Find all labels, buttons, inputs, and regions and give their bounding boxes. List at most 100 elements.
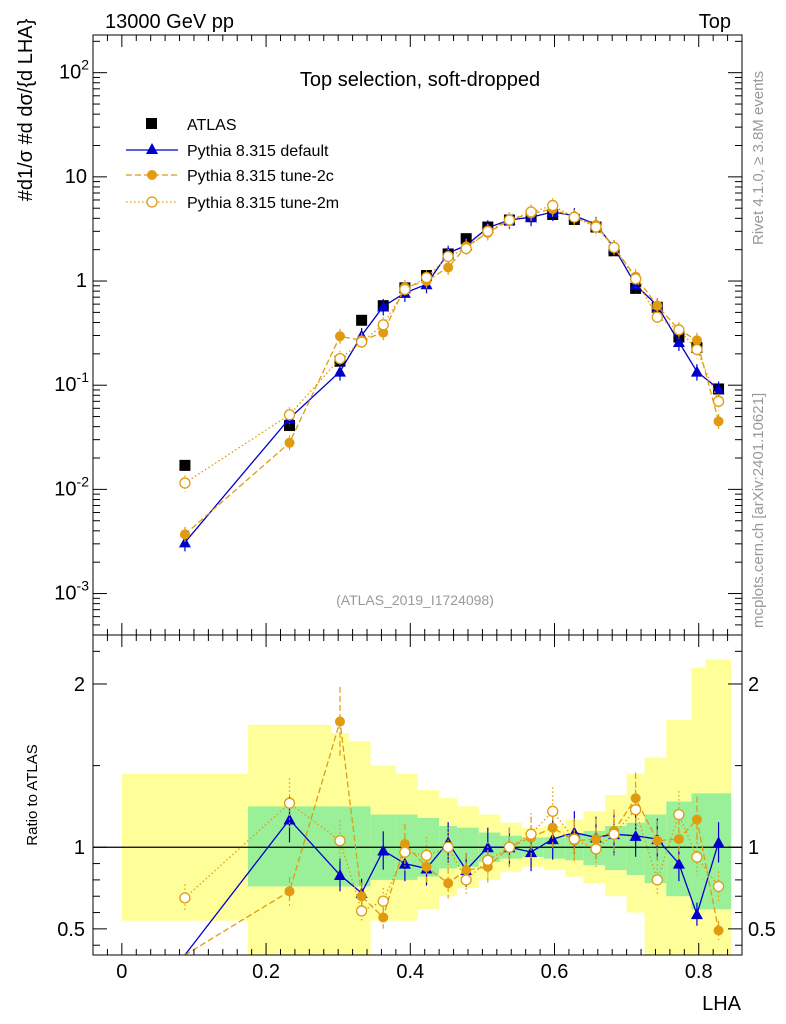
main-tune2c-point (179, 529, 190, 540)
main-tune2m-point (568, 211, 580, 223)
ratio-y-tick-label: 1 (74, 837, 85, 859)
x-axis-label: LHA (702, 993, 742, 1015)
ratio-tune2m-point (283, 797, 296, 809)
main-tune2m-point (691, 343, 703, 356)
main-y-tick-label: 10-2 (54, 473, 89, 500)
ratio-y-tick-label: 0.5 (57, 919, 85, 941)
ratio-y-tick-label-right: 0.5 (748, 919, 776, 941)
analysis-label: (ATLAS_2019_I1724098) (336, 592, 494, 608)
main-tune2m-point (377, 319, 389, 331)
main-default-point (377, 300, 390, 312)
mcplots-label: mcplots.cern.ch [arXiv:2401.10621] (750, 393, 767, 628)
ratio-tune2m-point (399, 846, 411, 858)
x-tick-label: 0.6 (541, 961, 569, 983)
main-tune2m-point (608, 241, 620, 254)
main-tune2m-point (179, 477, 191, 489)
ratio-tune2m-point (673, 808, 685, 821)
ratio-tune2m-point (629, 804, 642, 816)
legend: ATLAS Pythia 8.315 default Pythia 8.315 … (126, 117, 339, 212)
ratio-tune2m-point (334, 835, 346, 847)
ratio-tune2c-point (443, 878, 454, 889)
ratio-tune2m-point (355, 905, 368, 917)
legend-atlas-label: ATLAS (187, 117, 237, 134)
ratio-tune2c-point (691, 814, 702, 825)
main-tune2m-point (420, 271, 433, 284)
ratio-tune2m-point (420, 849, 433, 862)
main-plot-area (178, 198, 725, 552)
ratio-y-axis-label: Ratio to ATLAS (24, 744, 41, 845)
ratio-tune2c-point (284, 886, 295, 897)
ratio-tune2m-point (179, 892, 191, 904)
ratio-tune2c-point (652, 835, 663, 846)
ratio-tune2m-point (568, 833, 580, 845)
main-default-point (712, 382, 725, 394)
main-tune2c-point (652, 300, 663, 311)
x-tick-label: 0 (116, 961, 127, 983)
ratio-default-point (690, 908, 703, 920)
x-tick-label: 0.2 (252, 961, 280, 983)
main-tune2c-point (284, 437, 295, 448)
main-y-tick-label: 10 (65, 166, 87, 188)
main-plot-title: Top selection, soft-dropped (300, 69, 540, 91)
main-tune2m-point (334, 352, 346, 365)
ratio-tune2c-point (334, 716, 345, 727)
ratio-default-point (672, 857, 685, 869)
ratio-y-tick-label-right: 2 (748, 674, 759, 696)
main-default-line (184, 211, 720, 543)
ratio-tune2m-point (460, 874, 472, 886)
ratio-tune2m-point (608, 828, 620, 840)
main-default-point (672, 335, 685, 347)
ratio-tune2c-point (378, 912, 389, 923)
ratio-tune2m-point (712, 880, 725, 893)
main-tune2m-point (442, 250, 454, 263)
ratio-tune2m-point (590, 843, 602, 855)
main-default-point (690, 365, 703, 377)
main-y-axis-label: #d1/σ #d dσ/{d LHA} (15, 18, 37, 201)
ratio-inner-band (330, 806, 349, 887)
legend-tune2c-marker (147, 170, 157, 180)
ratio-tune2m-point (482, 854, 494, 866)
ratio-tune2m-point (442, 841, 454, 853)
legend-tune2m-label: Pythia 8.315 tune-2m (187, 195, 339, 212)
ratio-tune2c-point (713, 925, 724, 936)
main-tune2m-point (503, 214, 516, 226)
legend-default-label: Pythia 8.315 default (187, 143, 329, 160)
main-tune2m-point (712, 395, 725, 407)
ratio-tune2m-point (377, 895, 389, 907)
ratio-default-point (525, 846, 538, 858)
ratio-y-tick-label-right: 1 (748, 837, 759, 859)
main-tune2m-point (399, 283, 411, 296)
main-tune2m-point (629, 273, 642, 285)
main-default-point (333, 365, 346, 377)
ratio-default-point (333, 869, 346, 880)
ratio-default-point (629, 829, 642, 841)
ratio-plot-area (93, 659, 742, 956)
legend-atlas-marker (146, 118, 157, 129)
x-tick-label: 0.4 (396, 961, 424, 983)
main-tune2m-point (283, 409, 296, 421)
ratio-default-point (712, 836, 725, 848)
legend-tune2c-label: Pythia 8.315 tune-2c (187, 168, 334, 185)
ratio-tune2c-point (399, 838, 410, 849)
ratio-plot-frame (92, 634, 743, 956)
header-process-label: Top (699, 11, 731, 33)
ratio-tune2c-point (421, 861, 432, 872)
rivet-version-label: Rivet 4.1.0, ≥ 3.8M events (750, 71, 767, 245)
main-tune2c-point (443, 262, 454, 273)
main-tune2c-point (691, 335, 702, 346)
main-tune2c-point (378, 327, 389, 338)
atlas-data-point (356, 314, 368, 326)
legend-tune2m-marker (146, 196, 158, 208)
legend-default-marker (146, 143, 158, 154)
atlas-data-point (179, 459, 191, 471)
main-axes: 10-3 10-2 10-1 1 10 102 (54, 35, 743, 636)
main-y-tick-label: 1 (76, 270, 87, 292)
main-tune2m-point (482, 225, 494, 237)
main-tune2m-point (460, 242, 472, 255)
main-tune2m-point (673, 324, 685, 336)
header-energy-label: 13000 GeV pp (105, 11, 234, 33)
ratio-tune2c-point (673, 834, 684, 845)
ratio-default-point (377, 844, 390, 856)
ratio-tune2m-line (184, 802, 720, 912)
x-tick-label: 0.8 (685, 961, 713, 983)
